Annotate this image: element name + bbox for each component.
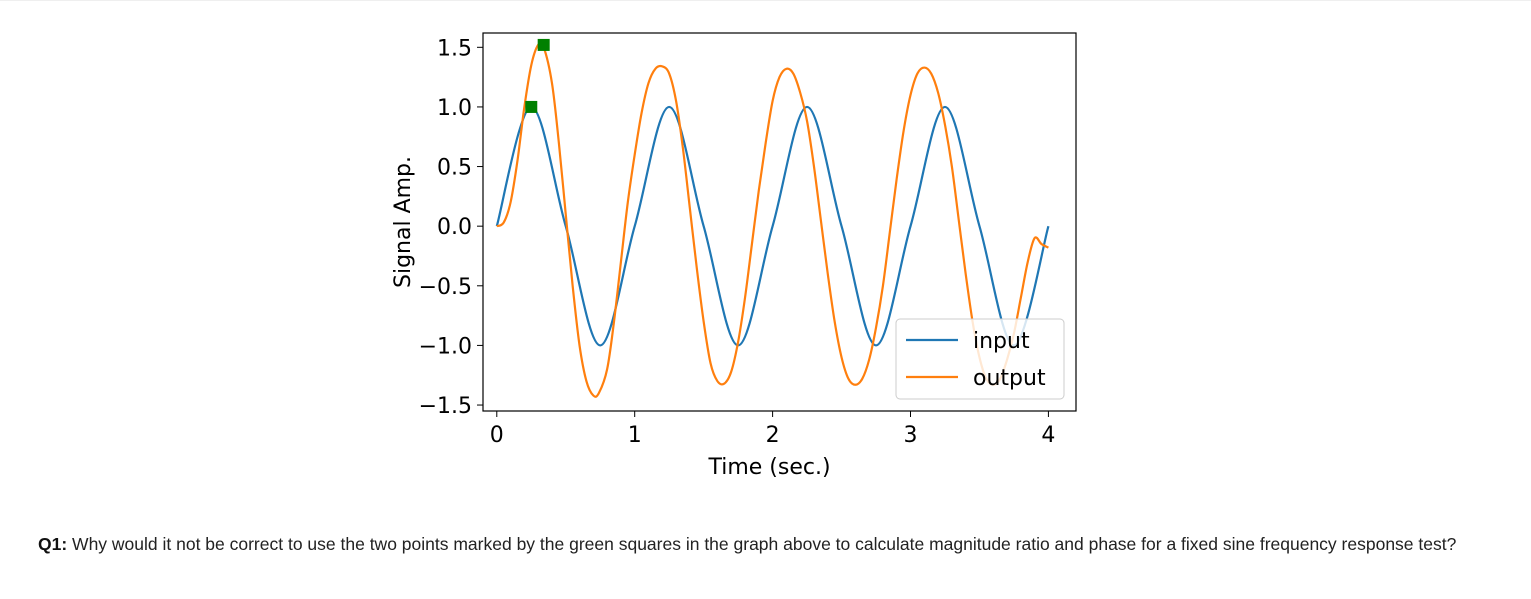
marker-square-2	[537, 38, 550, 51]
chart: −1.5 −1.0 −0.5 0.0 0.5 1.0 1.5 0 1 2 3 4 Time (sec.)…	[380, 20, 1100, 480]
x-tick-label: 2	[766, 423, 780, 448]
legend: input output	[895, 318, 1065, 400]
y-tick-label: −1.5	[419, 394, 472, 419]
y-tick-label: 1.0	[437, 96, 472, 121]
x-tick-label: 3	[904, 423, 918, 448]
x-axis-label: Time (sec.)	[707, 455, 830, 480]
question-text: Q1: Why would it not be correct to use t…	[38, 531, 1508, 558]
y-tick-label: −1.0	[419, 334, 472, 359]
question-label: Q1:	[38, 533, 68, 554]
y-tick-label: 0.5	[437, 156, 472, 181]
x-tick-label: 4	[1041, 423, 1055, 448]
plot-frame	[482, 32, 1077, 412]
question-body: Why would it not be correct to use the t…	[67, 533, 1457, 554]
legend-label-input: input	[973, 329, 1030, 354]
chart-svg: −1.5 −1.0 −0.5 0.0 0.5 1.0 1.5 0 1 2 3 4 Time (sec.)…	[391, 32, 1077, 480]
legend-label-output: output	[973, 366, 1046, 391]
y-tick-label: 1.5	[437, 36, 472, 61]
y-axis-label: Signal Amp.	[391, 156, 416, 288]
series-line-input	[495, 105, 1050, 347]
series-group	[495, 41, 1050, 398]
series-line-output	[496, 41, 1049, 398]
y-tick-label: 0.0	[437, 215, 472, 240]
x-tick-label: 0	[490, 423, 504, 448]
marker-square-1	[525, 100, 538, 113]
top-divider	[0, 0, 1531, 1]
x-tick-label: 1	[628, 423, 642, 448]
y-tick-label: −0.5	[419, 275, 472, 300]
